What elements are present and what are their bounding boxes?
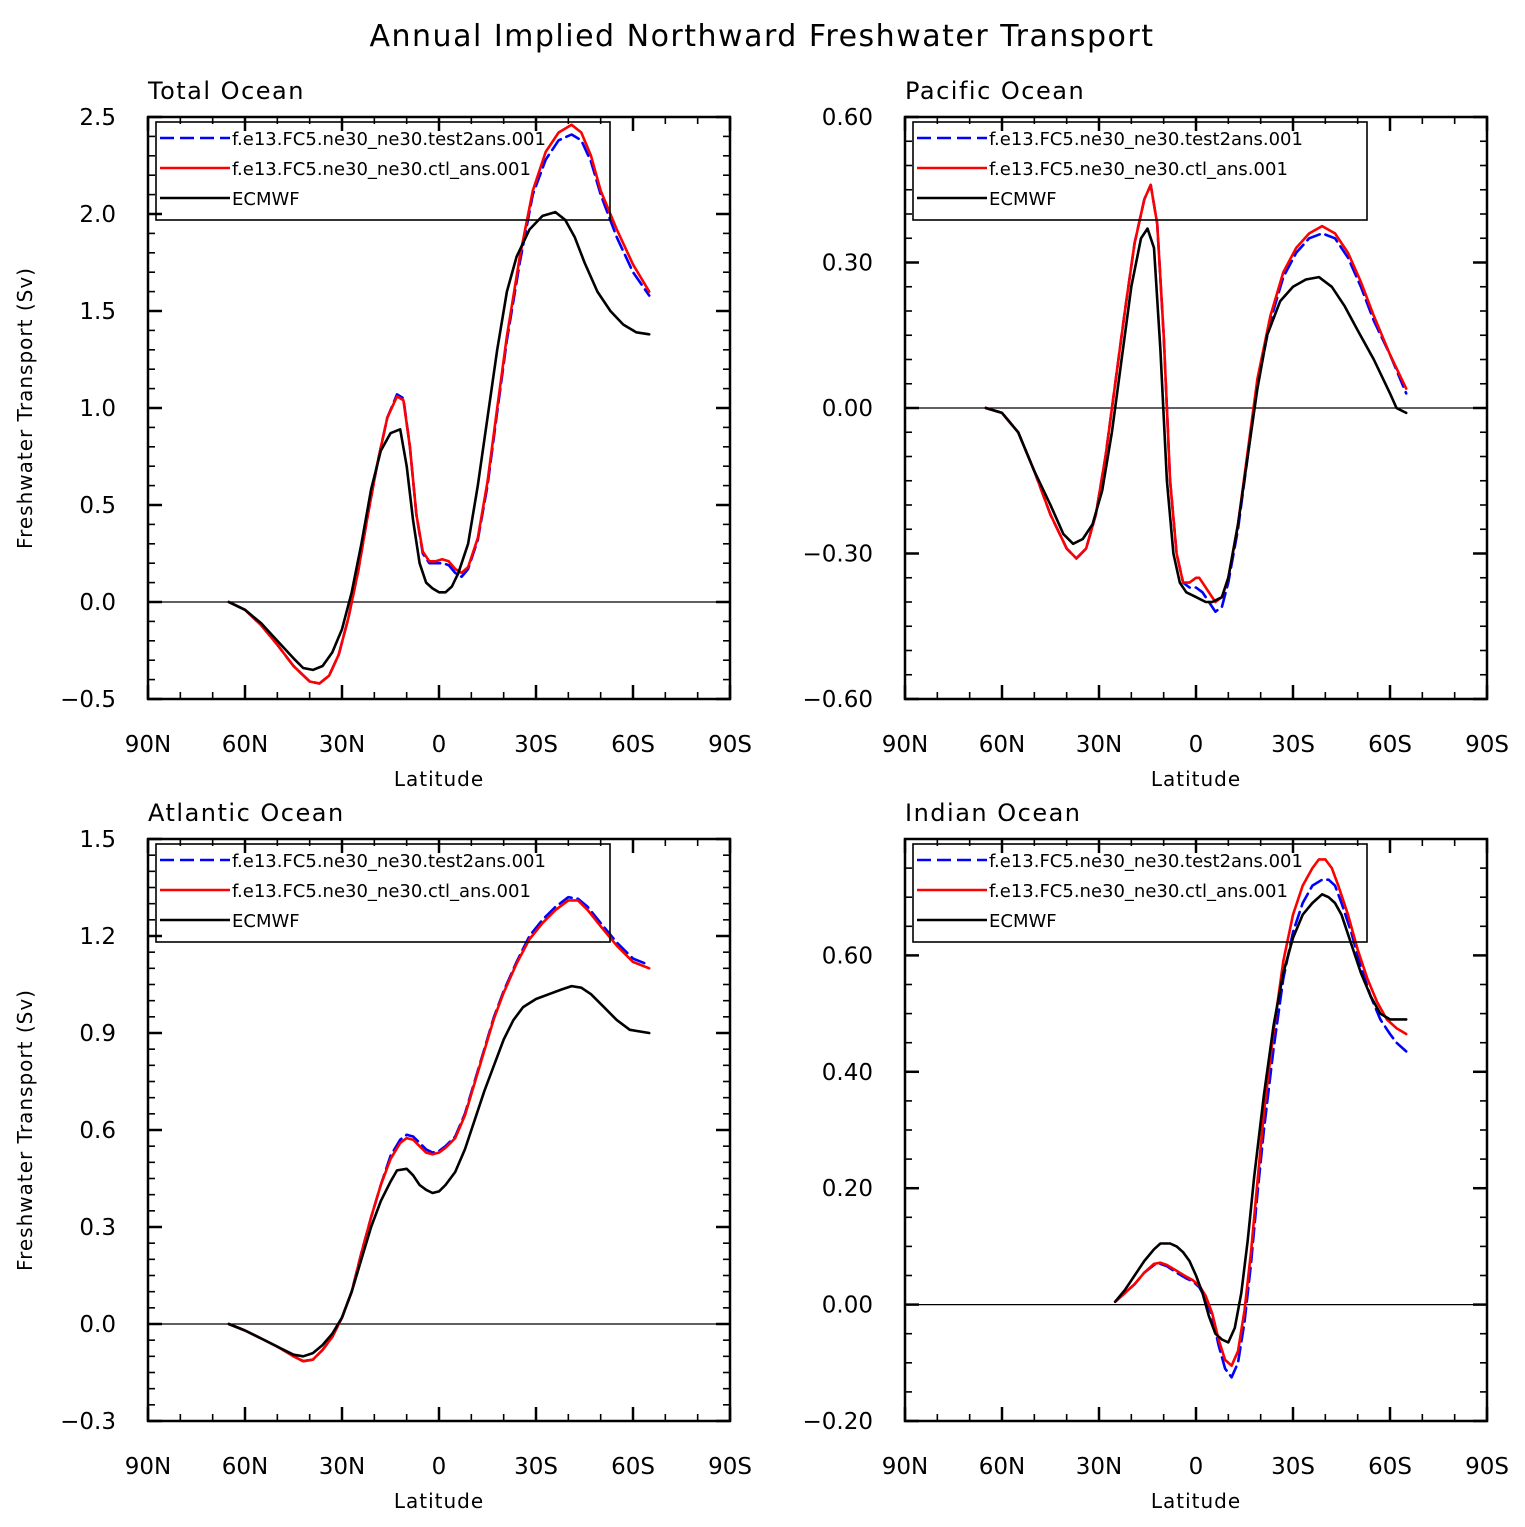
series-line-2 [227,123,651,685]
legend-entry: f.e13.FC5.ne30_ne30.ctl_ans.001 [989,881,1288,902]
y-tick-label: 0.0 [79,1312,116,1338]
panel-3: Atlantic Ocean 90N 60N 30N 0 30S 60S 90S −0.3 0.0… [13,799,752,1513]
y-tick-label: 0.60 [822,943,873,969]
x-tick-label: 60S [1368,732,1412,758]
legend-entry: f.e13.FC5.ne30_ne30.test2ans.001 [989,129,1303,150]
legend-entry: f.e13.FC5.ne30_ne30.test2ans.001 [989,851,1303,872]
x-tick-label: 90N [882,1454,928,1480]
series-line-3 [1113,893,1408,1344]
x-tick-label: 0 [1189,1454,1204,1480]
x-tick-label: 30S [1271,1454,1315,1480]
y-tick-label: 1.0 [79,396,116,422]
x-axis-label: Latitude [1151,1489,1241,1513]
y-tick-label: 2.0 [79,202,116,228]
x-axis-label: Latitude [394,767,484,791]
series-line-2 [984,183,1408,604]
y-tick-label: 2.5 [79,105,116,131]
y-axis-label: Freshwater Transport (Sv) [13,989,37,1271]
series-line-1 [227,133,651,685]
x-axis-label: Latitude [1151,767,1241,791]
x-tick-label: 90S [1465,732,1509,758]
x-tick-label: 30S [514,1454,558,1480]
x-tick-label: 0 [432,1454,447,1480]
panel-title: Indian Ocean [905,799,1082,827]
x-tick-label: 60N [222,732,268,758]
panel-2: Pacific Ocean 90N 60N 30N 0 30S 60S 90S −0.60 −0.… [803,77,1509,791]
x-tick-label: 30N [1076,732,1122,758]
x-tick-label: 90S [708,1454,752,1480]
x-tick-label: 90S [708,732,752,758]
legend-entry: ECMWF [989,911,1057,932]
y-tick-label: −0.5 [60,687,116,713]
y-tick-label: 0.30 [822,251,873,277]
x-tick-label: 0 [432,732,447,758]
legend-box [155,843,611,943]
x-tick-label: 30N [319,732,365,758]
figure-title: Annual Implied Northward Freshwater Tran… [370,19,1155,54]
legend-entry: f.e13.FC5.ne30_ne30.ctl_ans.001 [989,159,1288,180]
x-tick-label: 60S [611,732,655,758]
legend-entry: f.e13.FC5.ne30_ne30.test2ans.001 [232,129,546,150]
x-tick-label: 90N [125,732,171,758]
y-tick-label: −0.60 [803,687,873,713]
y-tick-label: −0.3 [60,1409,116,1435]
legend-box [912,121,1368,221]
y-tick-label: 0.40 [822,1060,873,1086]
x-tick-label: 30N [1076,1454,1122,1480]
series-line-3 [227,984,651,1358]
y-tick-label: −0.30 [803,542,873,568]
series-line-3 [227,210,651,672]
series-line-3 [984,227,1408,604]
y-tick-label: 0.5 [79,493,116,519]
legend-entry: f.e13.FC5.ne30_ne30.test2ans.001 [232,851,546,872]
series-line-2 [1113,858,1408,1367]
x-tick-label: 0 [1189,732,1204,758]
y-tick-label: 0.60 [822,105,873,131]
panel-title: Atlantic Ocean [148,799,345,827]
x-tick-label: 60N [979,732,1025,758]
y-tick-label: 0.00 [822,396,873,422]
y-axis-label: Freshwater Transport (Sv) [13,267,37,549]
x-tick-label: 90N [125,1454,171,1480]
x-tick-label: 30N [319,1454,365,1480]
y-tick-label: 1.2 [79,924,116,950]
y-tick-label: 1.5 [79,827,116,853]
panel-4: Indian Ocean 90N 60N 30N 0 30S 60S 90S −0.20 0.00… [803,799,1509,1513]
x-tick-label: 90N [882,732,928,758]
y-tick-label: 1.5 [79,299,116,325]
series-line-2 [227,899,651,1363]
legend-entry: ECMWF [232,189,300,210]
panel-title: Total Ocean [147,77,305,105]
x-tick-label: 60N [222,1454,268,1480]
x-axis-label: Latitude [394,1489,484,1513]
y-tick-label: −0.20 [803,1409,873,1435]
legend-box [155,121,611,221]
series-line-1 [984,183,1408,613]
x-tick-label: 60N [979,1454,1025,1480]
x-tick-label: 90S [1465,1454,1509,1480]
x-tick-label: 60S [1368,1454,1412,1480]
y-tick-label: 0.20 [822,1176,873,1202]
legend-entry: ECMWF [989,189,1057,210]
y-tick-label: 0.3 [79,1215,116,1241]
legend-box [912,843,1368,943]
x-tick-label: 30S [1271,732,1315,758]
y-tick-label: 0.9 [79,1021,116,1047]
legend-entry: ECMWF [232,911,300,932]
y-tick-label: 0.00 [822,1293,873,1319]
y-tick-label: 0.6 [79,1118,116,1144]
panel-1: Total Ocean 90N 60N 30N 0 30S 60S 90S −0.5 0.0 0.5… [13,77,752,791]
series-line-1 [227,895,651,1363]
panel-title: Pacific Ocean [905,77,1085,105]
legend-entry: f.e13.FC5.ne30_ne30.ctl_ans.001 [232,881,531,902]
x-tick-label: 30S [514,732,558,758]
legend-entry: f.e13.FC5.ne30_ne30.ctl_ans.001 [232,159,531,180]
x-tick-label: 60S [611,1454,655,1480]
y-tick-label: 0.0 [79,590,116,616]
